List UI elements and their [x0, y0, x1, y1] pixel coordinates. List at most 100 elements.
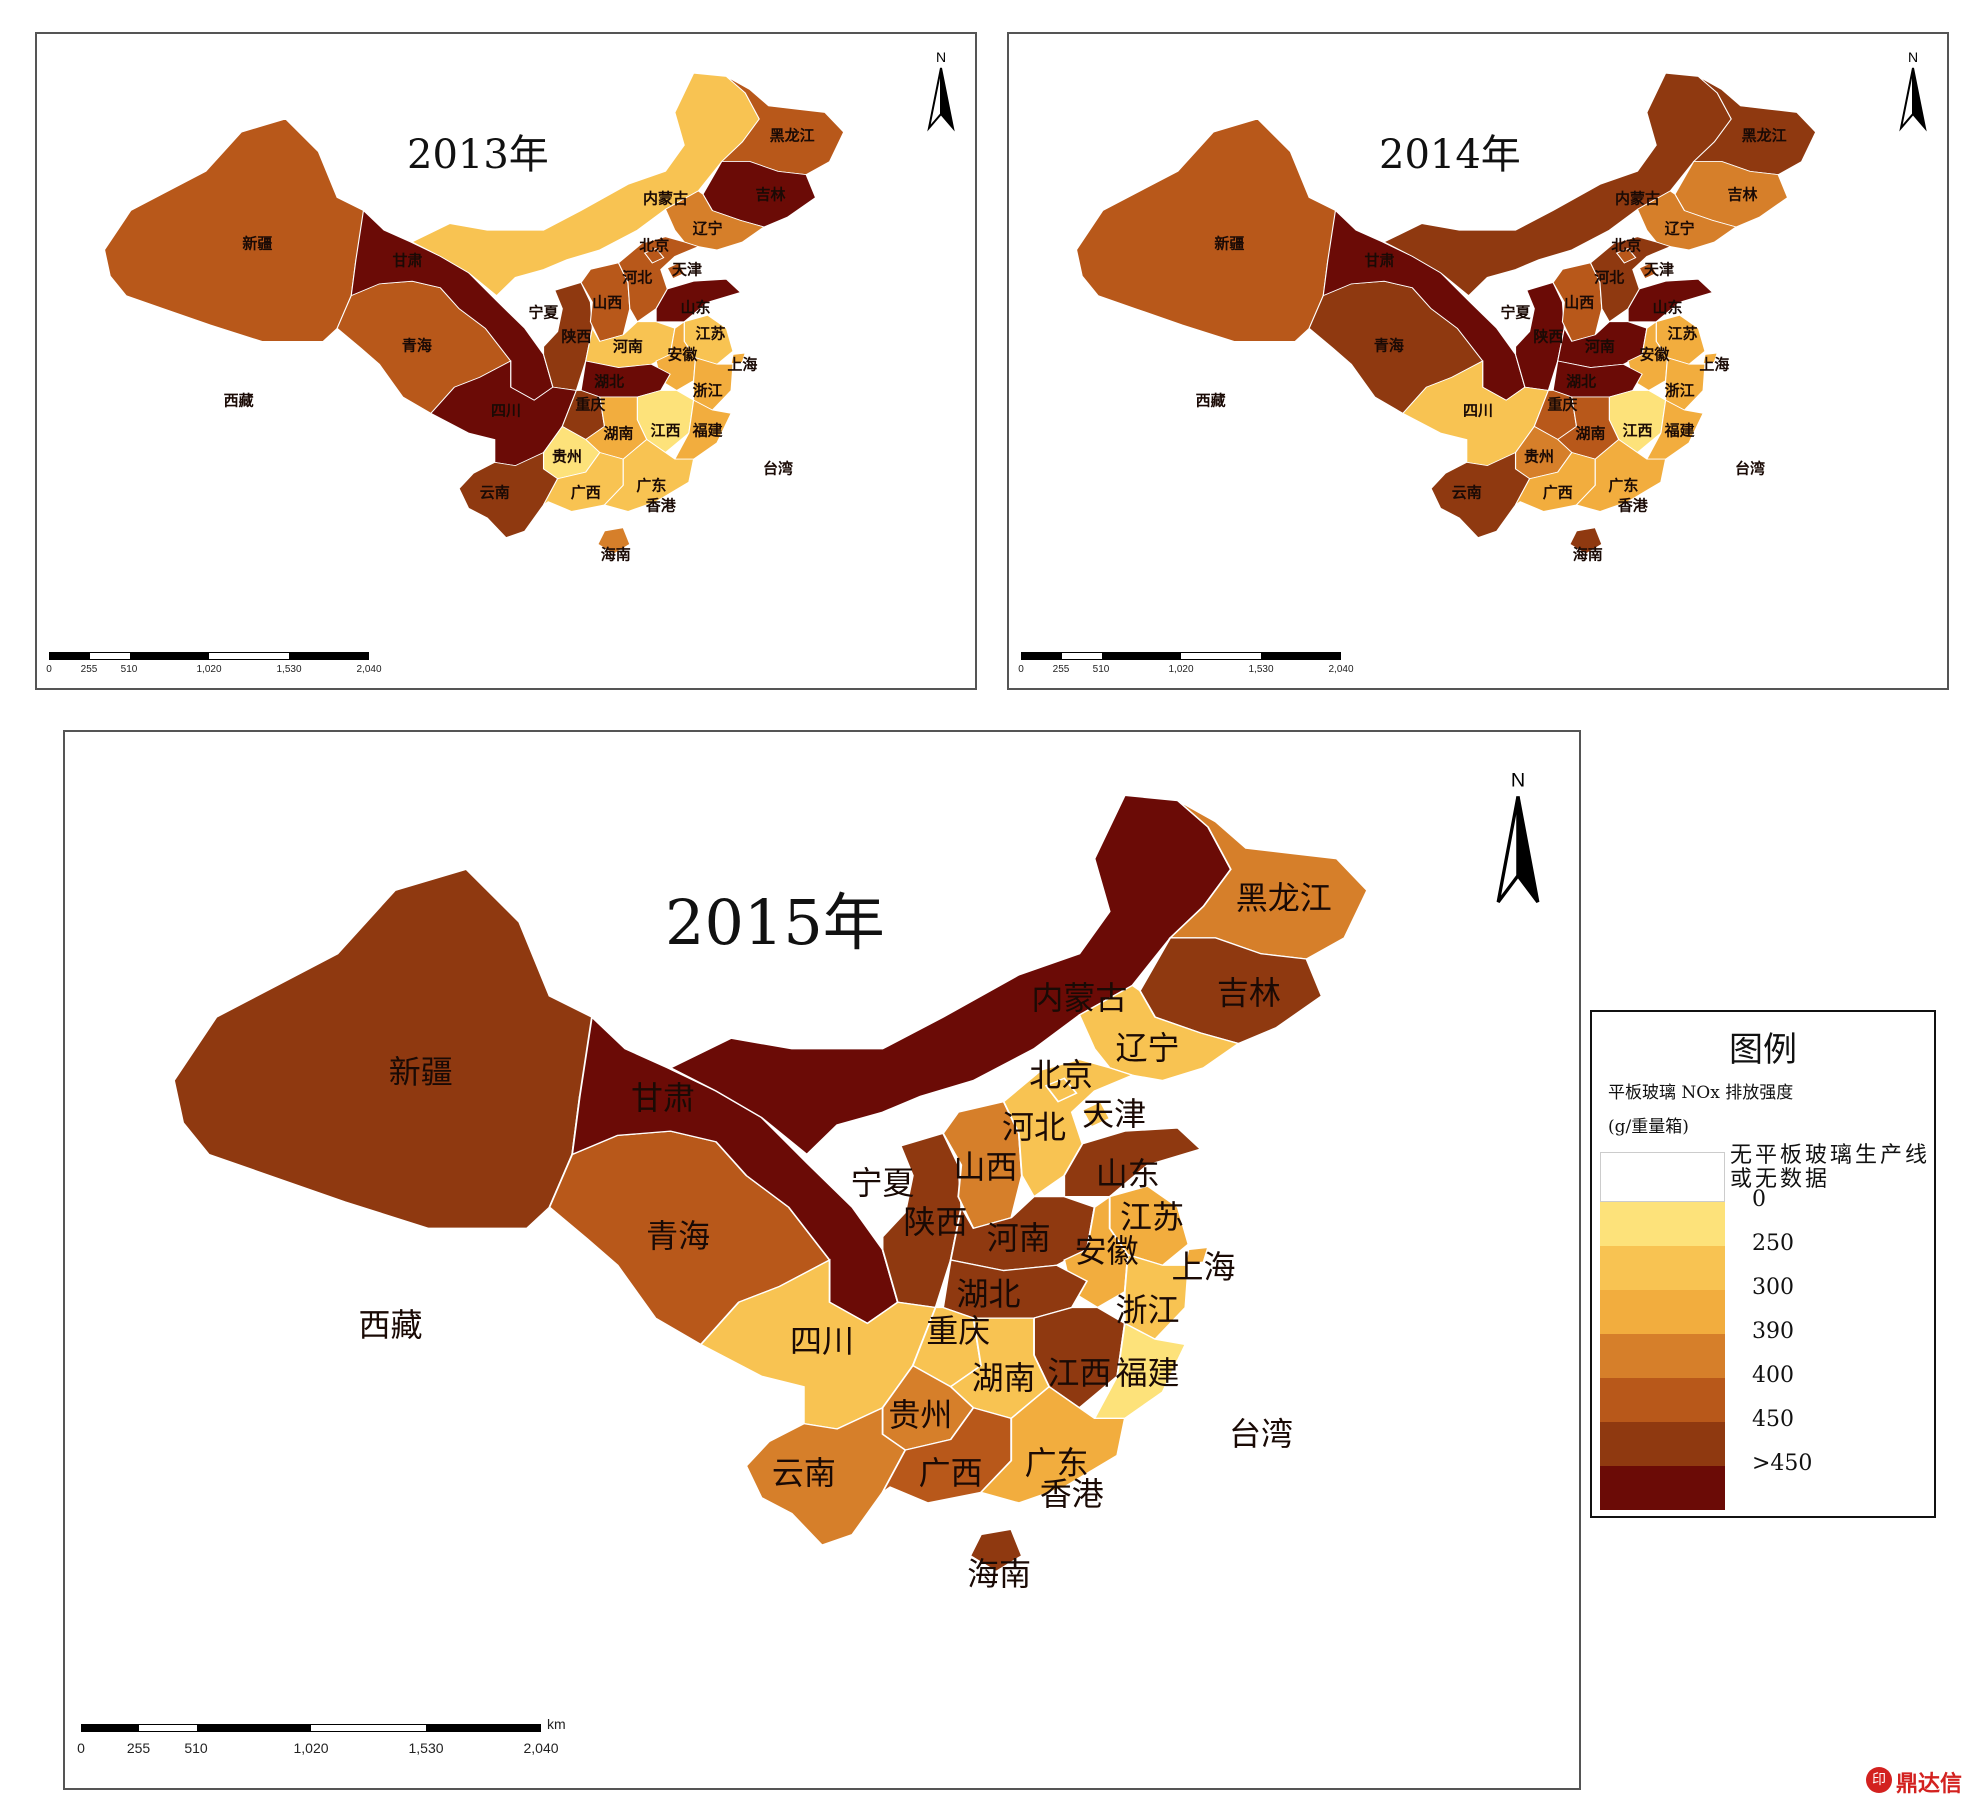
province-label-hubei: 湖北	[956, 1274, 1021, 1313]
province-label-jilin: 吉林	[1727, 185, 1758, 204]
province-label-fujian: 福建	[1115, 1353, 1180, 1392]
province-label-hainan: 海南	[1572, 545, 1603, 564]
north-arrow-icon: N	[1899, 49, 1927, 132]
province-liaoning	[1078, 984, 1240, 1082]
province-label-xianggang: 香港	[1039, 1475, 1104, 1514]
legend-swatch	[1600, 1290, 1725, 1334]
province-label-liaoning: 辽宁	[692, 219, 723, 238]
province-neimenggu	[411, 72, 760, 297]
province-label-shaanxi: 陕西	[1533, 327, 1564, 346]
province-label-shanghai: 上海	[1171, 1248, 1236, 1287]
province-label-xizang: 西藏	[223, 391, 254, 410]
province-zhejiang	[1123, 1253, 1190, 1341]
province-label-chongqing: 重庆	[926, 1311, 991, 1350]
province-tianjin	[666, 262, 685, 280]
province-label-xizang: 西藏	[1195, 391, 1226, 410]
province-label-hubei: 湖北	[1566, 372, 1597, 391]
scale-bar-tick: 2,040	[1328, 664, 1354, 675]
legend-label: 450	[1752, 1407, 1794, 1432]
province-label-sichuan: 四川	[490, 401, 522, 420]
scale-bar-tick: 1,020	[1168, 664, 1194, 675]
province-shanghai	[1184, 1246, 1210, 1265]
province-label-yunnan: 云南	[771, 1454, 836, 1493]
province-label-neimenggu: 内蒙古	[1031, 979, 1128, 1017]
scale-bar-tick: 2,040	[356, 664, 382, 675]
map-2013	[103, 72, 845, 555]
scale-bar-tick: 2,040	[523, 1740, 559, 1756]
legend-label: >450	[1752, 1451, 1813, 1476]
province-guangdong	[603, 438, 695, 512]
province-label-gansu: 甘肃	[1364, 251, 1395, 270]
scale-bar-tick: 510	[1092, 664, 1110, 675]
province-label-hainan: 海南	[967, 1554, 1032, 1593]
province-label-anhui: 安徽	[1074, 1232, 1139, 1271]
scale-bar-tick: 255	[126, 1740, 151, 1756]
province-label-liaoning: 辽宁	[1115, 1028, 1180, 1067]
scale-bar-tick: 1,020	[196, 664, 222, 675]
province-label-guangdong: 广东	[636, 476, 667, 495]
province-label-guangxi: 广西	[570, 483, 601, 502]
province-guangdong	[1575, 438, 1667, 512]
legend-title: 图例	[1729, 1030, 1797, 1070]
province-label-xianggang: 香港	[1617, 496, 1648, 515]
province-label-heilongjiang: 黑龙江	[769, 126, 815, 145]
province-beijing	[1044, 1077, 1078, 1103]
province-label-gansu: 甘肃	[392, 251, 423, 270]
legend-unit: (g/重量箱)	[1608, 1117, 1689, 1137]
province-label-shanghai: 上海	[727, 355, 758, 374]
province-label-shanxi: 山西	[592, 293, 623, 312]
legend-swatch	[1600, 1422, 1725, 1466]
map-panel-2013: 2013年 N 新疆 西藏 青海 甘肃 内蒙古 黑龙江 吉林 辽宁 北京 天津 河北 山西 山东 宁夏 陕西…	[35, 32, 977, 690]
province-label-shaanxi: 陕西	[903, 1202, 968, 1241]
province-yunnan	[458, 451, 559, 539]
province-beijing	[1616, 247, 1637, 264]
scale-bar-unit: km	[547, 1716, 566, 1732]
province-label-zhejiang: 浙江	[1115, 1290, 1180, 1329]
province-label-hunan: 湖南	[603, 424, 634, 443]
province-tianjin	[1081, 1100, 1111, 1128]
legend-swatch	[1600, 1378, 1725, 1422]
province-taiwan	[1191, 1391, 1220, 1443]
scale-bar-tick: 1,530	[408, 1740, 444, 1756]
province-label-guangdong: 广东	[1024, 1443, 1089, 1482]
province-label-jilin: 吉林	[1216, 973, 1281, 1012]
legend-label: 300	[1752, 1275, 1794, 1300]
province-shandong	[655, 278, 742, 323]
scale-bar-track	[49, 652, 369, 660]
province-label-jiangxi: 江西	[1047, 1353, 1112, 1392]
province-label-ningxia: 宁夏	[1500, 303, 1531, 322]
legend-swatch	[1600, 1202, 1725, 1246]
province-hainan	[1569, 527, 1603, 555]
province-label-zhejiang: 浙江	[692, 381, 723, 400]
province-tianjin	[1638, 262, 1657, 280]
scale-bar-tick: 510	[120, 664, 138, 675]
legend-swatch	[1600, 1246, 1725, 1290]
province-hainan	[597, 527, 631, 555]
scale-bar-tick: 255	[1052, 664, 1070, 675]
province-label-fujian: 福建	[692, 421, 723, 440]
legend-swatch	[1600, 1152, 1725, 1202]
province-label-taiwan: 台湾	[1735, 459, 1766, 478]
province-shanghai	[730, 352, 746, 365]
province-xizang	[185, 1153, 805, 1460]
scale-bar-tick: 0	[1018, 664, 1024, 675]
legend-label: 250	[1752, 1231, 1794, 1256]
province-label-neimenggu: 内蒙古	[1614, 189, 1660, 207]
province-label-guangxi: 广西	[1542, 483, 1573, 502]
map-2015	[173, 794, 1369, 1573]
province-liaoning	[664, 190, 765, 251]
province-label-hunan: 湖南	[1575, 424, 1606, 443]
province-label-fujian: 福建	[1664, 421, 1695, 440]
map-panel-2014: 2014年 N 新疆 西藏 青海 甘肃 内蒙古 黑龙江 吉林 辽宁 北京 天津 河北 山西 山东 宁夏 陕西…	[1007, 32, 1949, 690]
scale-bar-tick: 510	[184, 1740, 208, 1756]
province-label-xianggang: 香港	[645, 496, 676, 515]
province-shandong	[1063, 1127, 1202, 1198]
province-label-guizhou: 贵州	[888, 1396, 953, 1435]
province-label-shanghai: 上海	[1699, 355, 1730, 374]
province-taiwan	[735, 442, 753, 474]
north-label: N	[1908, 49, 1918, 65]
province-label-jiangxi: 江西	[1622, 421, 1653, 440]
province-label-xinjiang: 新疆	[388, 1052, 453, 1091]
province-shanghai	[1702, 352, 1718, 365]
north-arrow-icon: N	[927, 49, 955, 132]
